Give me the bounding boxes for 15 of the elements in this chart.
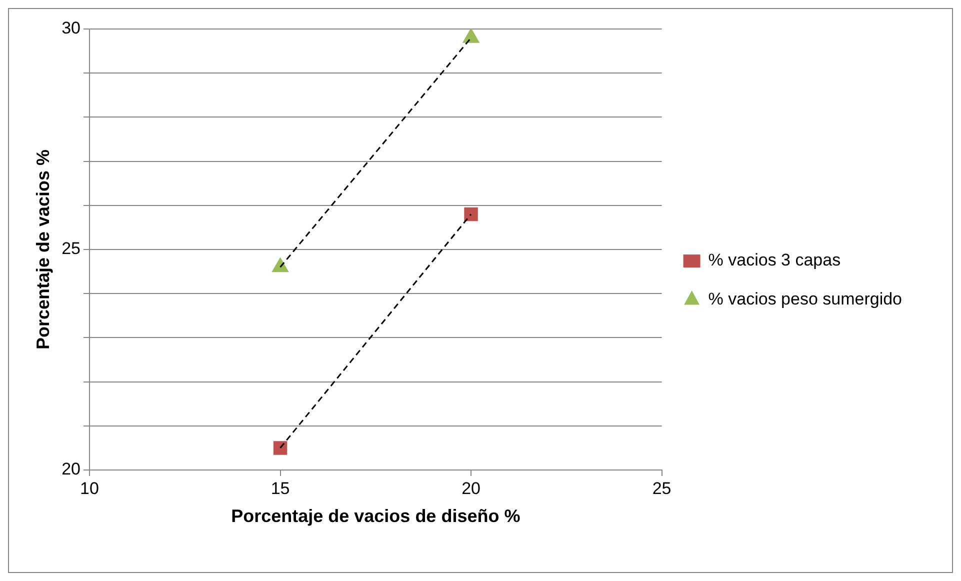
- x-tick-label: 15: [270, 478, 290, 498]
- point: [464, 207, 478, 222]
- x-tick-label: 20: [462, 478, 480, 498]
- point: [272, 258, 289, 272]
- legend-label: % vacios peso sumergido: [708, 290, 902, 309]
- x-tick-label: 25: [652, 478, 672, 498]
- y-axis-title: Porcentaje de vacios %: [32, 149, 53, 350]
- legend-label: % vacios 3 capas: [708, 250, 841, 270]
- y-tick-label: 30: [62, 18, 81, 38]
- x-tick-label: 10: [80, 478, 99, 498]
- point: [273, 441, 288, 455]
- x-axis-title: Porcentaje de vacios de diseño %: [231, 506, 520, 526]
- y-tick-label: 25: [62, 239, 81, 258]
- point: [462, 29, 480, 43]
- y-tick-label: 20: [62, 460, 81, 479]
